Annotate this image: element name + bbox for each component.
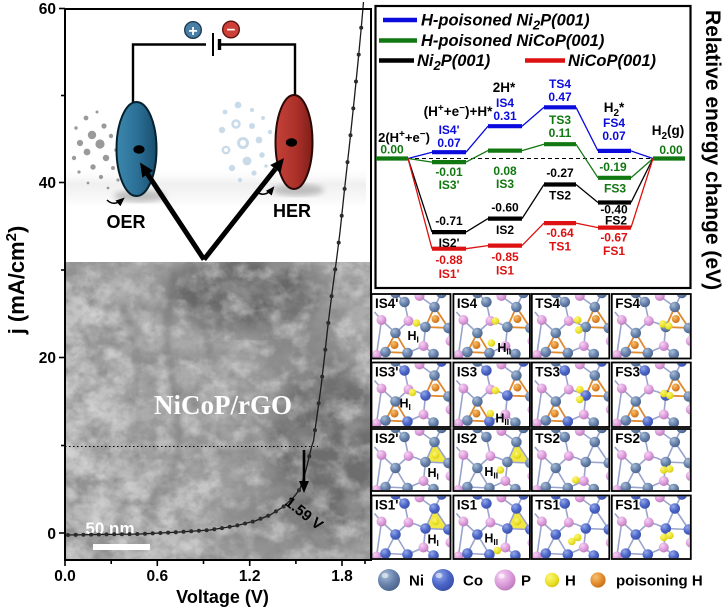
svg-text:2(H++e−): 2(H++e−) [378,129,430,145]
svg-text:TS1: TS1 [549,240,571,254]
svg-text:-0.60: -0.60 [491,201,519,215]
svg-text:0.0: 0.0 [54,568,76,585]
svg-text:0.07: 0.07 [602,129,626,143]
svg-text:HER: HER [273,201,311,221]
svg-text:-0.71: -0.71 [435,214,463,228]
svg-text:HI: HI [428,533,439,549]
svg-text:TS2: TS2 [549,189,571,203]
svg-text:IS3: IS3 [496,177,514,191]
svg-text:IS4': IS4' [375,296,398,311]
svg-text:HI: HI [408,329,419,345]
svg-text:IS2: IS2 [457,431,477,446]
svg-text:FS4: FS4 [603,116,625,130]
svg-text:+: + [188,23,197,40]
svg-text:(H++e−)+H*: (H++e−)+H* [424,103,493,119]
svg-text:-0.85: -0.85 [491,250,519,264]
svg-text:j (mA/cm2): j (mA/cm2) [3,226,29,336]
svg-text:H2*: H2* [604,100,625,119]
svg-text:TS4: TS4 [535,296,560,311]
svg-text:FS2: FS2 [615,431,640,446]
svg-text:-0.27: -0.27 [546,166,574,180]
svg-text:FS3: FS3 [604,182,626,196]
svg-text:IS1: IS1 [457,498,478,513]
svg-text:H: H [565,573,576,590]
svg-text:FS1: FS1 [615,498,640,513]
svg-text:IS1': IS1' [439,267,460,281]
svg-text:0.07: 0.07 [437,136,461,150]
svg-text:0: 0 [47,526,56,543]
svg-text:IS3': IS3' [375,365,398,380]
svg-text:Co: Co [463,573,483,590]
svg-text:60: 60 [39,1,56,18]
svg-text:P: P [521,573,531,590]
svg-text:1.8: 1.8 [331,568,353,585]
svg-text:0.11: 0.11 [549,126,572,140]
svg-text:TS1: TS1 [535,498,560,513]
svg-text:IS3': IS3' [439,178,460,192]
svg-text:-0.67: -0.67 [600,231,628,245]
svg-text:-0.01: -0.01 [435,165,463,179]
svg-text:IS1: IS1 [496,264,514,278]
svg-text:FS1: FS1 [603,244,625,258]
svg-text:-0.88: -0.88 [435,253,463,267]
svg-text:OER: OER [106,212,145,232]
svg-text:poisoning H: poisoning H [616,573,703,590]
svg-text:IS2': IS2' [375,431,398,446]
svg-text:-0.19: -0.19 [599,160,627,174]
svg-text:20: 20 [39,350,56,367]
svg-text:-0.64: -0.64 [546,226,574,240]
svg-text:NiCoP(001): NiCoP(001) [568,52,657,70]
svg-text:0.00: 0.00 [659,143,683,157]
svg-text:FS3: FS3 [615,365,640,380]
svg-text:IS2': IS2' [439,236,460,250]
svg-text:Relative energy change (eV): Relative energy change (eV) [701,10,724,290]
svg-text:TS3: TS3 [549,113,571,127]
svg-text:TS4: TS4 [549,77,571,91]
svg-text:IS3: IS3 [457,365,478,380]
svg-text:TS3: TS3 [535,365,560,380]
svg-text:Ni: Ni [409,573,424,590]
svg-text:2H*: 2H* [493,80,516,95]
svg-text:40: 40 [39,175,56,192]
svg-text:FS2: FS2 [605,214,627,228]
svg-text:0.6: 0.6 [147,568,169,585]
svg-text:IS2: IS2 [496,223,514,237]
svg-text:IS4: IS4 [457,296,478,311]
svg-text:H2(g): H2(g) [652,123,685,142]
svg-text:−: − [227,22,236,39]
svg-text:FS4: FS4 [615,296,640,311]
svg-text:IS1': IS1' [375,498,398,513]
svg-text:-0.40: -0.40 [600,203,628,217]
svg-text:IS4: IS4 [496,96,514,110]
svg-text:IS4': IS4' [439,123,460,137]
svg-text:TS2: TS2 [535,431,560,446]
svg-text:Ni2P(001): Ni2P(001) [417,52,491,73]
svg-text:0.47: 0.47 [548,90,572,104]
svg-text:0.00: 0.00 [380,143,404,157]
svg-text:NiCoP/rGO: NiCoP/rGO [154,390,292,420]
svg-text:H-poisoned NiCoP(001): H-poisoned NiCoP(001) [421,32,605,50]
svg-text:0.08: 0.08 [493,164,517,178]
svg-text:H-poisoned Ni2P(001): H-poisoned Ni2P(001) [421,12,590,33]
svg-text:HI: HI [400,397,411,413]
svg-text:Voltage (V): Voltage (V) [176,587,269,607]
svg-text:1.2: 1.2 [239,568,261,585]
svg-text:0.31: 0.31 [493,109,517,123]
svg-text:HI: HI [428,466,439,482]
